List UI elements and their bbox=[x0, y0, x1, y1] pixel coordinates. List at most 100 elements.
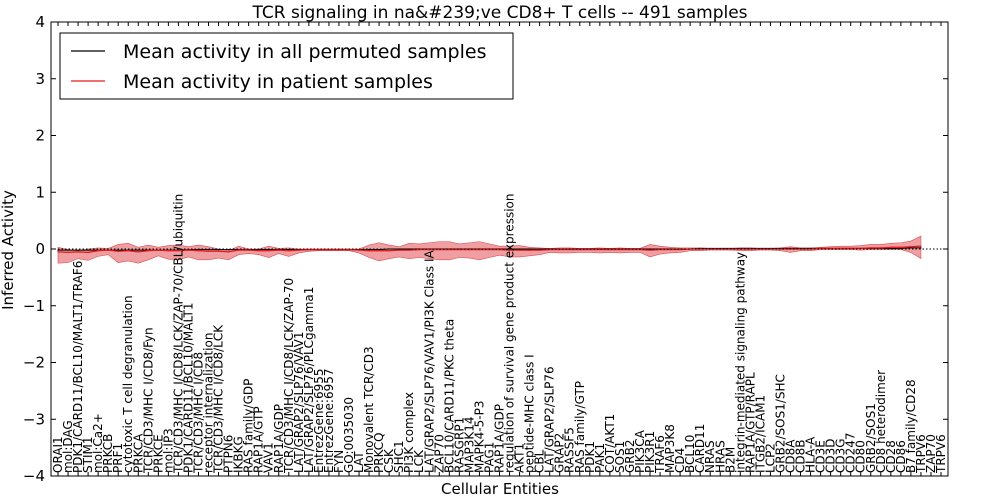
entity-label: receptor internalization bbox=[202, 333, 216, 473]
patient-point-54 bbox=[599, 248, 601, 251]
entity-label: RAS family/GDP bbox=[242, 379, 256, 473]
entity-label: TCR/CD3/MHC I/CD8/LCK/ZAP-70 bbox=[282, 278, 296, 474]
patient-point-7 bbox=[127, 250, 129, 252]
patient-point-84 bbox=[900, 246, 902, 248]
patient-point-82 bbox=[880, 247, 882, 249]
entity-label: ITGB2/ICAM1 bbox=[753, 395, 767, 473]
entity-label: BCL10/CARD11/PKC theta bbox=[442, 319, 456, 473]
patient-point-0 bbox=[57, 251, 59, 253]
entity-label: integrin-mediated signaling pathway bbox=[733, 252, 747, 473]
patient-point-46 bbox=[518, 249, 521, 251]
x-axis-entity-labels: ORAI1mol:DAGPDK1/CARD11/BCL10/MALT1/TRAF… bbox=[51, 22, 948, 476]
entity-label: CD3G bbox=[834, 438, 848, 473]
y-axis-ticks: −4 −3 −2 −1 0 1 2 3 4 bbox=[23, 13, 948, 485]
patient-point-8 bbox=[137, 251, 139, 253]
patient-point-47 bbox=[529, 249, 531, 251]
patient-point-3 bbox=[87, 251, 89, 254]
patient-point-9 bbox=[147, 250, 149, 252]
patient-point-20 bbox=[258, 250, 260, 252]
entity-label: regulation of survival gene product expr… bbox=[503, 194, 517, 473]
entity-label: PRF1 bbox=[111, 443, 125, 473]
entity-label: PRKCE bbox=[151, 434, 165, 473]
patient-point-4 bbox=[97, 250, 99, 252]
entity-label: RASSF5 bbox=[563, 427, 577, 473]
entity-label: B2M bbox=[723, 447, 737, 473]
entity-label: PRKCB bbox=[101, 434, 115, 473]
entity-label: IKBKG bbox=[232, 436, 246, 473]
patient-point-1 bbox=[67, 251, 69, 254]
patient-point-45 bbox=[508, 249, 511, 251]
y-tick-label: 2 bbox=[35, 127, 45, 145]
entity-label: MAP3K8 bbox=[663, 424, 677, 473]
patient-point-15 bbox=[207, 250, 210, 252]
entity-label: EntrezGene:6955 bbox=[312, 369, 326, 474]
entity-label: TRPV6 bbox=[914, 434, 928, 474]
entity-label: AKT1 bbox=[513, 443, 527, 473]
entity-label: VAV1 bbox=[262, 442, 276, 473]
y-tick-label: 3 bbox=[35, 70, 45, 88]
entity-label: TCR/CD3/MHC I/CD8/LCK bbox=[212, 324, 226, 474]
entity-label: PAK1 bbox=[593, 443, 607, 473]
patient-point-61 bbox=[669, 248, 671, 251]
permuted-point-1 bbox=[67, 249, 69, 251]
y-tick-label: 1 bbox=[35, 183, 45, 201]
patient-point-23 bbox=[288, 250, 290, 252]
patient-point-56 bbox=[619, 248, 621, 251]
entity-label: TRPV6 bbox=[934, 434, 948, 474]
entity-label: SOS1 bbox=[613, 441, 627, 473]
patient-point-77 bbox=[830, 247, 832, 250]
patient-point-25 bbox=[308, 248, 310, 251]
entity-label: GRB2 bbox=[623, 439, 637, 473]
entity-label: STIM1 bbox=[81, 437, 95, 473]
patient-point-14 bbox=[197, 250, 200, 252]
permuted-point-0 bbox=[57, 249, 59, 251]
entity-label: PTPN6 bbox=[222, 435, 236, 473]
permuted-point-3 bbox=[87, 249, 89, 251]
entity-label: peptide-MHC class I bbox=[523, 354, 537, 473]
entity-label: LCP2 bbox=[763, 443, 777, 473]
patient-point-83 bbox=[890, 246, 892, 248]
legend-label-patient: Mean activity in patient samples bbox=[123, 71, 433, 93]
permuted-point-47 bbox=[529, 248, 531, 250]
entity-label: TCR/CD3/MHC I/CD8/Fyn bbox=[141, 327, 155, 474]
entity-label: GRB2/SOS1 bbox=[864, 403, 878, 473]
entity-label: PIK3R1 bbox=[643, 431, 657, 473]
patient-point-21 bbox=[268, 250, 270, 252]
permuted-point-17 bbox=[227, 248, 230, 251]
permuted-point-6 bbox=[117, 249, 119, 251]
y-tick-label: −3 bbox=[23, 410, 45, 428]
patient-point-35 bbox=[408, 249, 410, 251]
entity-label: CARD11 bbox=[693, 424, 707, 473]
entity-label: LAT/GRAP2/SLP76/VAV1/PI3K Class IA bbox=[422, 249, 436, 473]
permuted-point-48 bbox=[539, 248, 541, 250]
entity-label: LAT/GRAP2/SLP76/VAV1 bbox=[292, 332, 306, 473]
patient-point-18 bbox=[238, 249, 240, 251]
permuted-point-86 bbox=[920, 247, 922, 249]
x-axis-title: Cellular Entities bbox=[441, 480, 559, 498]
legend-label-permuted: Mean activity in all permuted samples bbox=[123, 41, 486, 63]
entity-label: mol:DAG bbox=[61, 420, 75, 473]
entity-label: CBL bbox=[533, 449, 547, 473]
entity-label: mol:IP3 bbox=[161, 428, 175, 473]
legend: Mean activity in all permuted samples Me… bbox=[59, 32, 514, 100]
entity-label: RAP1A/GTP bbox=[252, 406, 266, 473]
patient-point-70 bbox=[759, 248, 761, 250]
patient-point-17 bbox=[227, 251, 230, 253]
entity-label: TCR/CD3/MHC I/CD8/LCK/ZAP-70/CBL/ubiquit… bbox=[171, 194, 185, 474]
y-tick-label: 0 bbox=[35, 240, 45, 258]
entity-label: HRAS bbox=[713, 440, 727, 473]
entity-label: CSK bbox=[382, 448, 396, 473]
patient-point-5 bbox=[107, 249, 109, 251]
entity-label: CD8B bbox=[794, 440, 808, 474]
patient-point-48 bbox=[539, 249, 541, 251]
patient-point-31 bbox=[368, 250, 370, 252]
patient-point-55 bbox=[609, 248, 611, 251]
entity-label: ZAP70 bbox=[924, 434, 938, 473]
entity-label: BCL10 bbox=[683, 435, 697, 473]
entity-label: CD8 heterodimer bbox=[874, 370, 888, 473]
entity-label: RAP1A/GDP bbox=[272, 404, 286, 473]
patient-point-62 bbox=[679, 248, 681, 251]
permuted-point-2 bbox=[77, 249, 79, 251]
entity-label: ORAI1 bbox=[51, 436, 65, 473]
